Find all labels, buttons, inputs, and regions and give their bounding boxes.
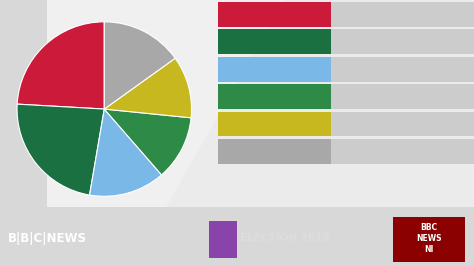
FancyBboxPatch shape <box>209 221 237 258</box>
Text: ELECTION 2019: ELECTION 2019 <box>239 233 329 243</box>
Text: Sinn Féin: Sinn Féin <box>226 37 278 47</box>
FancyBboxPatch shape <box>218 139 331 164</box>
Text: DUP: DUP <box>226 9 249 19</box>
Wedge shape <box>104 109 191 175</box>
Text: UUP: UUP <box>226 64 249 74</box>
Text: 4.8%: 4.8% <box>433 119 460 129</box>
FancyBboxPatch shape <box>218 57 331 81</box>
Text: 24.1%: 24.1% <box>346 9 381 19</box>
Text: SDLP: SDLP <box>226 92 255 102</box>
Text: 1.3%: 1.3% <box>433 146 460 156</box>
FancyBboxPatch shape <box>331 111 474 136</box>
Text: Alliance: Alliance <box>226 119 271 129</box>
Text: 12.0%: 12.0% <box>346 92 381 102</box>
FancyBboxPatch shape <box>331 2 474 27</box>
Text: 23.2%: 23.2% <box>346 37 381 47</box>
Text: 0.8%: 0.8% <box>433 37 460 47</box>
Text: 1.0%: 1.0% <box>433 9 460 19</box>
Text: 15.1%: 15.1% <box>346 146 381 156</box>
Wedge shape <box>104 58 191 118</box>
Text: 14.1%: 14.1% <box>346 64 382 74</box>
FancyBboxPatch shape <box>218 111 331 136</box>
Text: Others: Others <box>226 146 264 156</box>
Text: ▼: ▼ <box>412 92 419 101</box>
Polygon shape <box>47 0 474 207</box>
FancyBboxPatch shape <box>218 84 331 109</box>
Wedge shape <box>90 109 162 196</box>
FancyBboxPatch shape <box>331 57 474 81</box>
FancyBboxPatch shape <box>331 84 474 109</box>
Text: ▼: ▼ <box>412 65 419 74</box>
Text: 2.1%: 2.1% <box>433 64 460 74</box>
Text: B|B|C|NEWS: B|B|C|NEWS <box>8 232 87 245</box>
Text: ▲: ▲ <box>412 10 419 19</box>
Wedge shape <box>104 22 175 109</box>
Text: ▲: ▲ <box>412 119 419 128</box>
Text: 1.6%: 1.6% <box>433 92 460 102</box>
FancyBboxPatch shape <box>393 217 465 262</box>
Polygon shape <box>166 0 474 207</box>
Wedge shape <box>17 22 104 109</box>
FancyBboxPatch shape <box>331 139 474 164</box>
Text: BBC
NEWS
NI: BBC NEWS NI <box>416 223 442 254</box>
Text: ▼: ▼ <box>412 147 419 156</box>
FancyBboxPatch shape <box>331 29 474 54</box>
Text: 11.5%: 11.5% <box>346 119 381 129</box>
Text: First Preference Vote Share %: First Preference Vote Share % <box>233 3 459 16</box>
Text: ▼: ▼ <box>412 37 419 46</box>
FancyBboxPatch shape <box>218 29 331 54</box>
Wedge shape <box>17 104 104 195</box>
FancyBboxPatch shape <box>218 2 331 27</box>
